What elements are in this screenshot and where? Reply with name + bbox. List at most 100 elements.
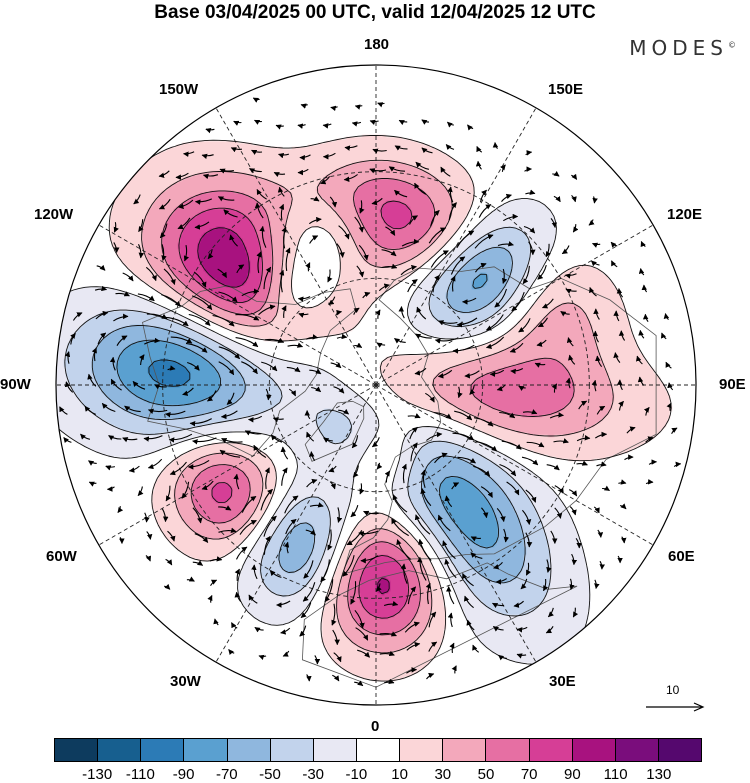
wind-arrow — [554, 507, 563, 519]
wind-arrow — [473, 417, 494, 427]
wind-arrow — [503, 528, 510, 543]
wind-arrow — [88, 481, 97, 487]
colorbar-tick-label: -110 — [125, 766, 155, 783]
wind-arrow — [426, 431, 443, 441]
wind-arrow — [452, 344, 475, 354]
wind-arrow — [456, 317, 478, 328]
wind-arrow — [281, 467, 288, 486]
wind-arrow — [263, 266, 272, 290]
wind-arrow — [247, 415, 263, 423]
wind-arrow — [183, 151, 195, 157]
wind-arrow — [494, 288, 508, 308]
wind-arrow — [358, 244, 369, 261]
wind-arrow — [619, 503, 627, 510]
wind-arrow — [269, 570, 282, 578]
wind-arrow — [263, 515, 277, 537]
wind-arrow — [492, 141, 499, 150]
wind-arrow — [161, 508, 169, 523]
wind-arrow — [344, 145, 358, 151]
wind-arrow — [481, 507, 489, 519]
lon-label-60e: 60E — [668, 548, 695, 565]
wind-arrow — [109, 356, 116, 371]
wind-arrow — [96, 264, 106, 271]
colorbar-tick-label: 10 — [391, 766, 408, 783]
wind-arrow — [258, 304, 276, 316]
wind-arrow — [401, 463, 407, 484]
colorbar-swatch — [55, 739, 99, 761]
meridian-line — [375, 224, 654, 386]
wind-arrow — [161, 294, 181, 307]
wind-arrow — [493, 561, 503, 570]
wind-arrow — [523, 225, 536, 234]
wind-arrow — [124, 405, 141, 413]
wind-arrow — [553, 195, 561, 203]
wind-arrow — [304, 410, 311, 420]
wind-arrow — [398, 119, 408, 126]
wind-arrow — [110, 378, 122, 391]
meridian-line — [215, 107, 377, 386]
wind-arrow — [300, 103, 308, 109]
wind-arrow — [637, 376, 645, 386]
wind-arrow — [473, 465, 491, 477]
wind-arrow — [415, 333, 432, 339]
wind-arrow — [564, 273, 577, 279]
lon-label-150e: 150E — [548, 81, 584, 98]
wind-arrow — [192, 560, 204, 566]
wind-arrow — [159, 223, 168, 239]
wind-arrow — [430, 250, 449, 268]
wind-arrow — [357, 649, 370, 658]
wind-arrow — [97, 332, 107, 345]
colorbar-swatch — [141, 739, 185, 761]
wind-arrow — [376, 462, 383, 470]
wind-arrow — [591, 242, 601, 248]
wind-arrow — [432, 274, 440, 293]
wind-arrow — [273, 171, 286, 178]
wind-arrow — [281, 226, 287, 249]
wind-arrow — [440, 166, 451, 177]
wind-arrow — [64, 351, 71, 364]
wind-arrow — [616, 379, 623, 391]
wind-arrow — [447, 186, 454, 203]
wind-arrow — [72, 312, 83, 321]
wind-arrow — [282, 650, 290, 657]
colorbar-swatch — [658, 739, 702, 761]
wind-arrow — [137, 486, 144, 497]
wind-arrow — [590, 260, 600, 267]
wind-arrow — [576, 435, 591, 442]
wind-arrow — [277, 186, 285, 197]
wind-arrow — [331, 603, 337, 626]
wind-arrow — [525, 532, 533, 548]
wind-arrow — [648, 459, 658, 465]
wind-arrow — [485, 314, 504, 331]
wind-arrow — [144, 512, 150, 523]
wind-arrow — [354, 104, 363, 110]
wind-arrow — [567, 354, 576, 365]
wind-arrow — [384, 470, 391, 483]
wind-arrow — [437, 514, 451, 532]
wind-arrow — [537, 264, 547, 280]
wind-arrow — [667, 382, 674, 391]
wind-arrow — [407, 413, 421, 419]
wind-arrow — [207, 249, 214, 260]
wind-arrow — [218, 361, 235, 376]
meridian-line — [215, 384, 377, 663]
wind-arrow — [537, 317, 548, 328]
wind-arrow — [420, 488, 432, 507]
wind-arrow — [189, 418, 212, 427]
wind-arrow — [640, 240, 646, 248]
wind-arrow — [280, 446, 289, 460]
colorbar-swatch — [184, 739, 228, 761]
wind-arrow — [635, 355, 643, 365]
wind-arrow — [428, 227, 447, 244]
wind-arrow — [297, 123, 306, 129]
wind-arrow — [406, 667, 418, 674]
wind-arrow — [501, 440, 522, 450]
wind-arrow — [343, 174, 358, 183]
wind-arrow — [576, 460, 588, 466]
wind-arrow — [448, 202, 457, 221]
wind-arrow — [571, 194, 577, 203]
wind-arrow — [572, 224, 579, 233]
wind-arrow — [362, 291, 371, 299]
wind-arrow — [595, 355, 603, 368]
wind-arrow — [456, 230, 475, 249]
